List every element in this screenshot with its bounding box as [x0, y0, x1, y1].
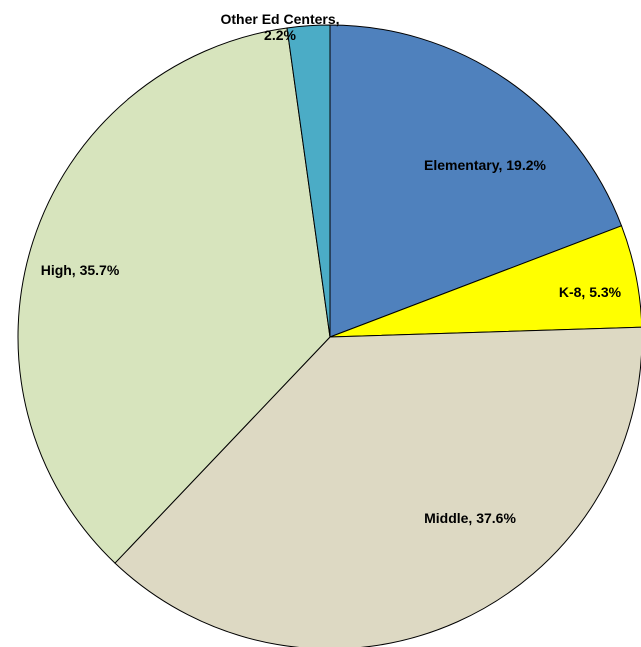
data-label: High, 35.7% [40, 262, 120, 278]
data-label: K-8, 5.3% [558, 284, 622, 300]
pie-slice [329, 24, 623, 338]
pie-slice [114, 326, 641, 647]
pie-slice [286, 24, 331, 338]
data-label: Elementary, 19.2% [424, 157, 546, 173]
pie-slice [17, 27, 331, 564]
data-label: Middle, 37.6% [424, 510, 516, 526]
data-label: Other Ed Centers, 2.2% [220, 11, 340, 43]
pie-slice [329, 225, 641, 338]
